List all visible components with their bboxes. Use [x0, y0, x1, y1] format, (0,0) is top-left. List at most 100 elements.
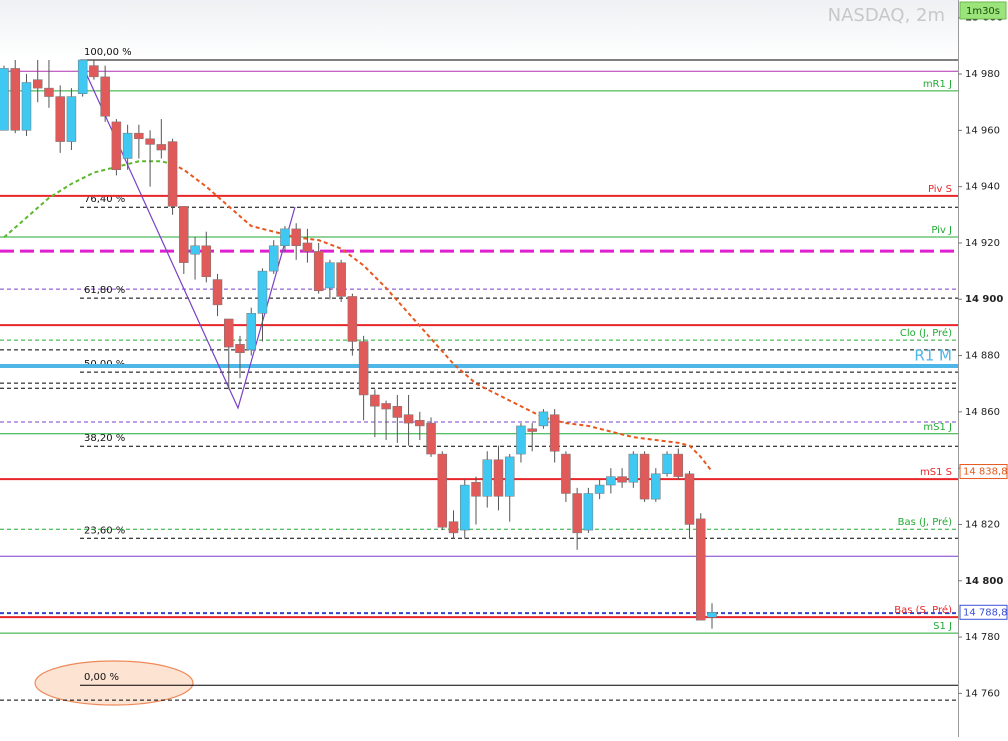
axis-background [958, 0, 1008, 737]
candle-body [44, 87, 54, 97]
levels: 100,00 %76,40 %61,80 %50,00 %38,20 %23,6… [0, 47, 958, 701]
y-tick-label: 14 800 [965, 576, 1003, 587]
candle-body [662, 453, 672, 475]
y-tick-label: 14 820 [965, 519, 1000, 530]
y-tick-label: 14 880 [965, 351, 1000, 362]
candle-body [370, 394, 380, 407]
candle-body [448, 521, 459, 534]
timeframe-label: 1m30s [966, 6, 1000, 17]
candle-body [561, 453, 571, 494]
candles [0, 59, 717, 629]
y-tick-label: 14 980 [965, 69, 1000, 80]
candle-body [482, 459, 492, 497]
price-tag-label: 14 838,8 [963, 467, 1008, 478]
candle-body [313, 251, 324, 292]
timeframe-badge [959, 1, 1007, 20]
candle-body [179, 206, 189, 263]
pivot-label: Piv S [928, 184, 952, 195]
candle-body [617, 476, 627, 483]
fib-label: 23,60 % [84, 525, 125, 536]
price-tag [959, 604, 1008, 620]
candle-body [167, 141, 178, 207]
candle-body [100, 76, 110, 117]
pivot-label: mS1 S [920, 467, 952, 478]
candle-body [527, 428, 537, 432]
candle-body [628, 453, 639, 483]
plot-background [0, 0, 958, 737]
y-tick-label: 14 960 [965, 125, 1000, 136]
candle-body [358, 341, 369, 396]
moving-average [172, 163, 713, 473]
candle-body [190, 245, 200, 255]
candle-body [32, 79, 43, 89]
pivot-label: Bas (J, Pré) [898, 516, 952, 528]
zigzag [79, 59, 296, 410]
candle-body [504, 456, 515, 497]
candle-body [268, 245, 279, 272]
candle-body [111, 121, 122, 171]
candle-body [77, 59, 88, 94]
candle-body [403, 414, 414, 424]
candle-body [280, 228, 290, 247]
candle-body [392, 405, 403, 418]
y-tick-label: 14 920 [965, 238, 1000, 249]
fib-label: 100,00 % [84, 47, 132, 58]
candle-body [415, 420, 425, 427]
highlight-ellipse [34, 660, 194, 706]
y-tick-label: 14 860 [965, 407, 1000, 418]
candle-body [684, 473, 695, 525]
candle-body [696, 518, 706, 621]
fib-label: 38,20 % [84, 433, 125, 444]
candle-body [325, 262, 335, 289]
y-tick-label: 14 760 [965, 688, 1000, 699]
pivot-label: S1 J [933, 621, 952, 632]
candle-body [493, 459, 504, 497]
candle-body [55, 96, 65, 142]
candle-body [134, 132, 144, 140]
price-tags: 14 838,8 14 788,8 [959, 464, 1008, 620]
candle-body [460, 484, 470, 531]
candle-body [257, 270, 268, 314]
candle-body [381, 403, 391, 410]
candle-body [651, 473, 661, 500]
candle-body [538, 411, 549, 427]
candle-body [549, 414, 560, 452]
candle-body [0, 68, 9, 131]
candle-body [639, 453, 650, 500]
candle-body [212, 279, 223, 306]
pivot-label: Clo (J, Pré) [900, 327, 952, 339]
chart-title: NASDAQ, 2m [828, 5, 945, 26]
candle-body [291, 228, 301, 247]
pivot-label: Piv J [931, 225, 952, 236]
pivot-label: mS1 J [923, 422, 952, 433]
candle-body [156, 144, 167, 151]
candle-body [66, 96, 77, 142]
candle-body [347, 296, 358, 342]
candle-body [145, 138, 155, 145]
candle-body [122, 132, 133, 159]
candle-body [707, 612, 717, 618]
pivot-label: mR1 J [923, 79, 952, 90]
y-tick-label: 14 940 [965, 182, 1000, 193]
price-tag [959, 464, 1008, 480]
candle-body [583, 493, 594, 531]
candle-body [235, 344, 245, 353]
y-tick-label: 14 900 [965, 294, 1003, 305]
pivot-label: Bas (S, Pré) [894, 604, 952, 616]
y-tick-label: 14 780 [965, 632, 1000, 643]
candle-body [471, 481, 481, 497]
candle-body [89, 65, 99, 78]
fib-label: 0,00 % [84, 672, 119, 683]
price-tag-label: 14 788,8 [963, 607, 1008, 618]
fib-label: 61,80 % [84, 285, 125, 296]
candle-body [10, 68, 20, 131]
fib-label: 76,40 % [84, 194, 125, 205]
candle-body [201, 245, 212, 277]
candle-body [336, 262, 346, 297]
candle-body [594, 484, 605, 494]
candle-body [426, 422, 436, 455]
candle-body [606, 476, 616, 486]
candle-body [437, 453, 448, 528]
pivot-label: R1 M [914, 346, 952, 364]
